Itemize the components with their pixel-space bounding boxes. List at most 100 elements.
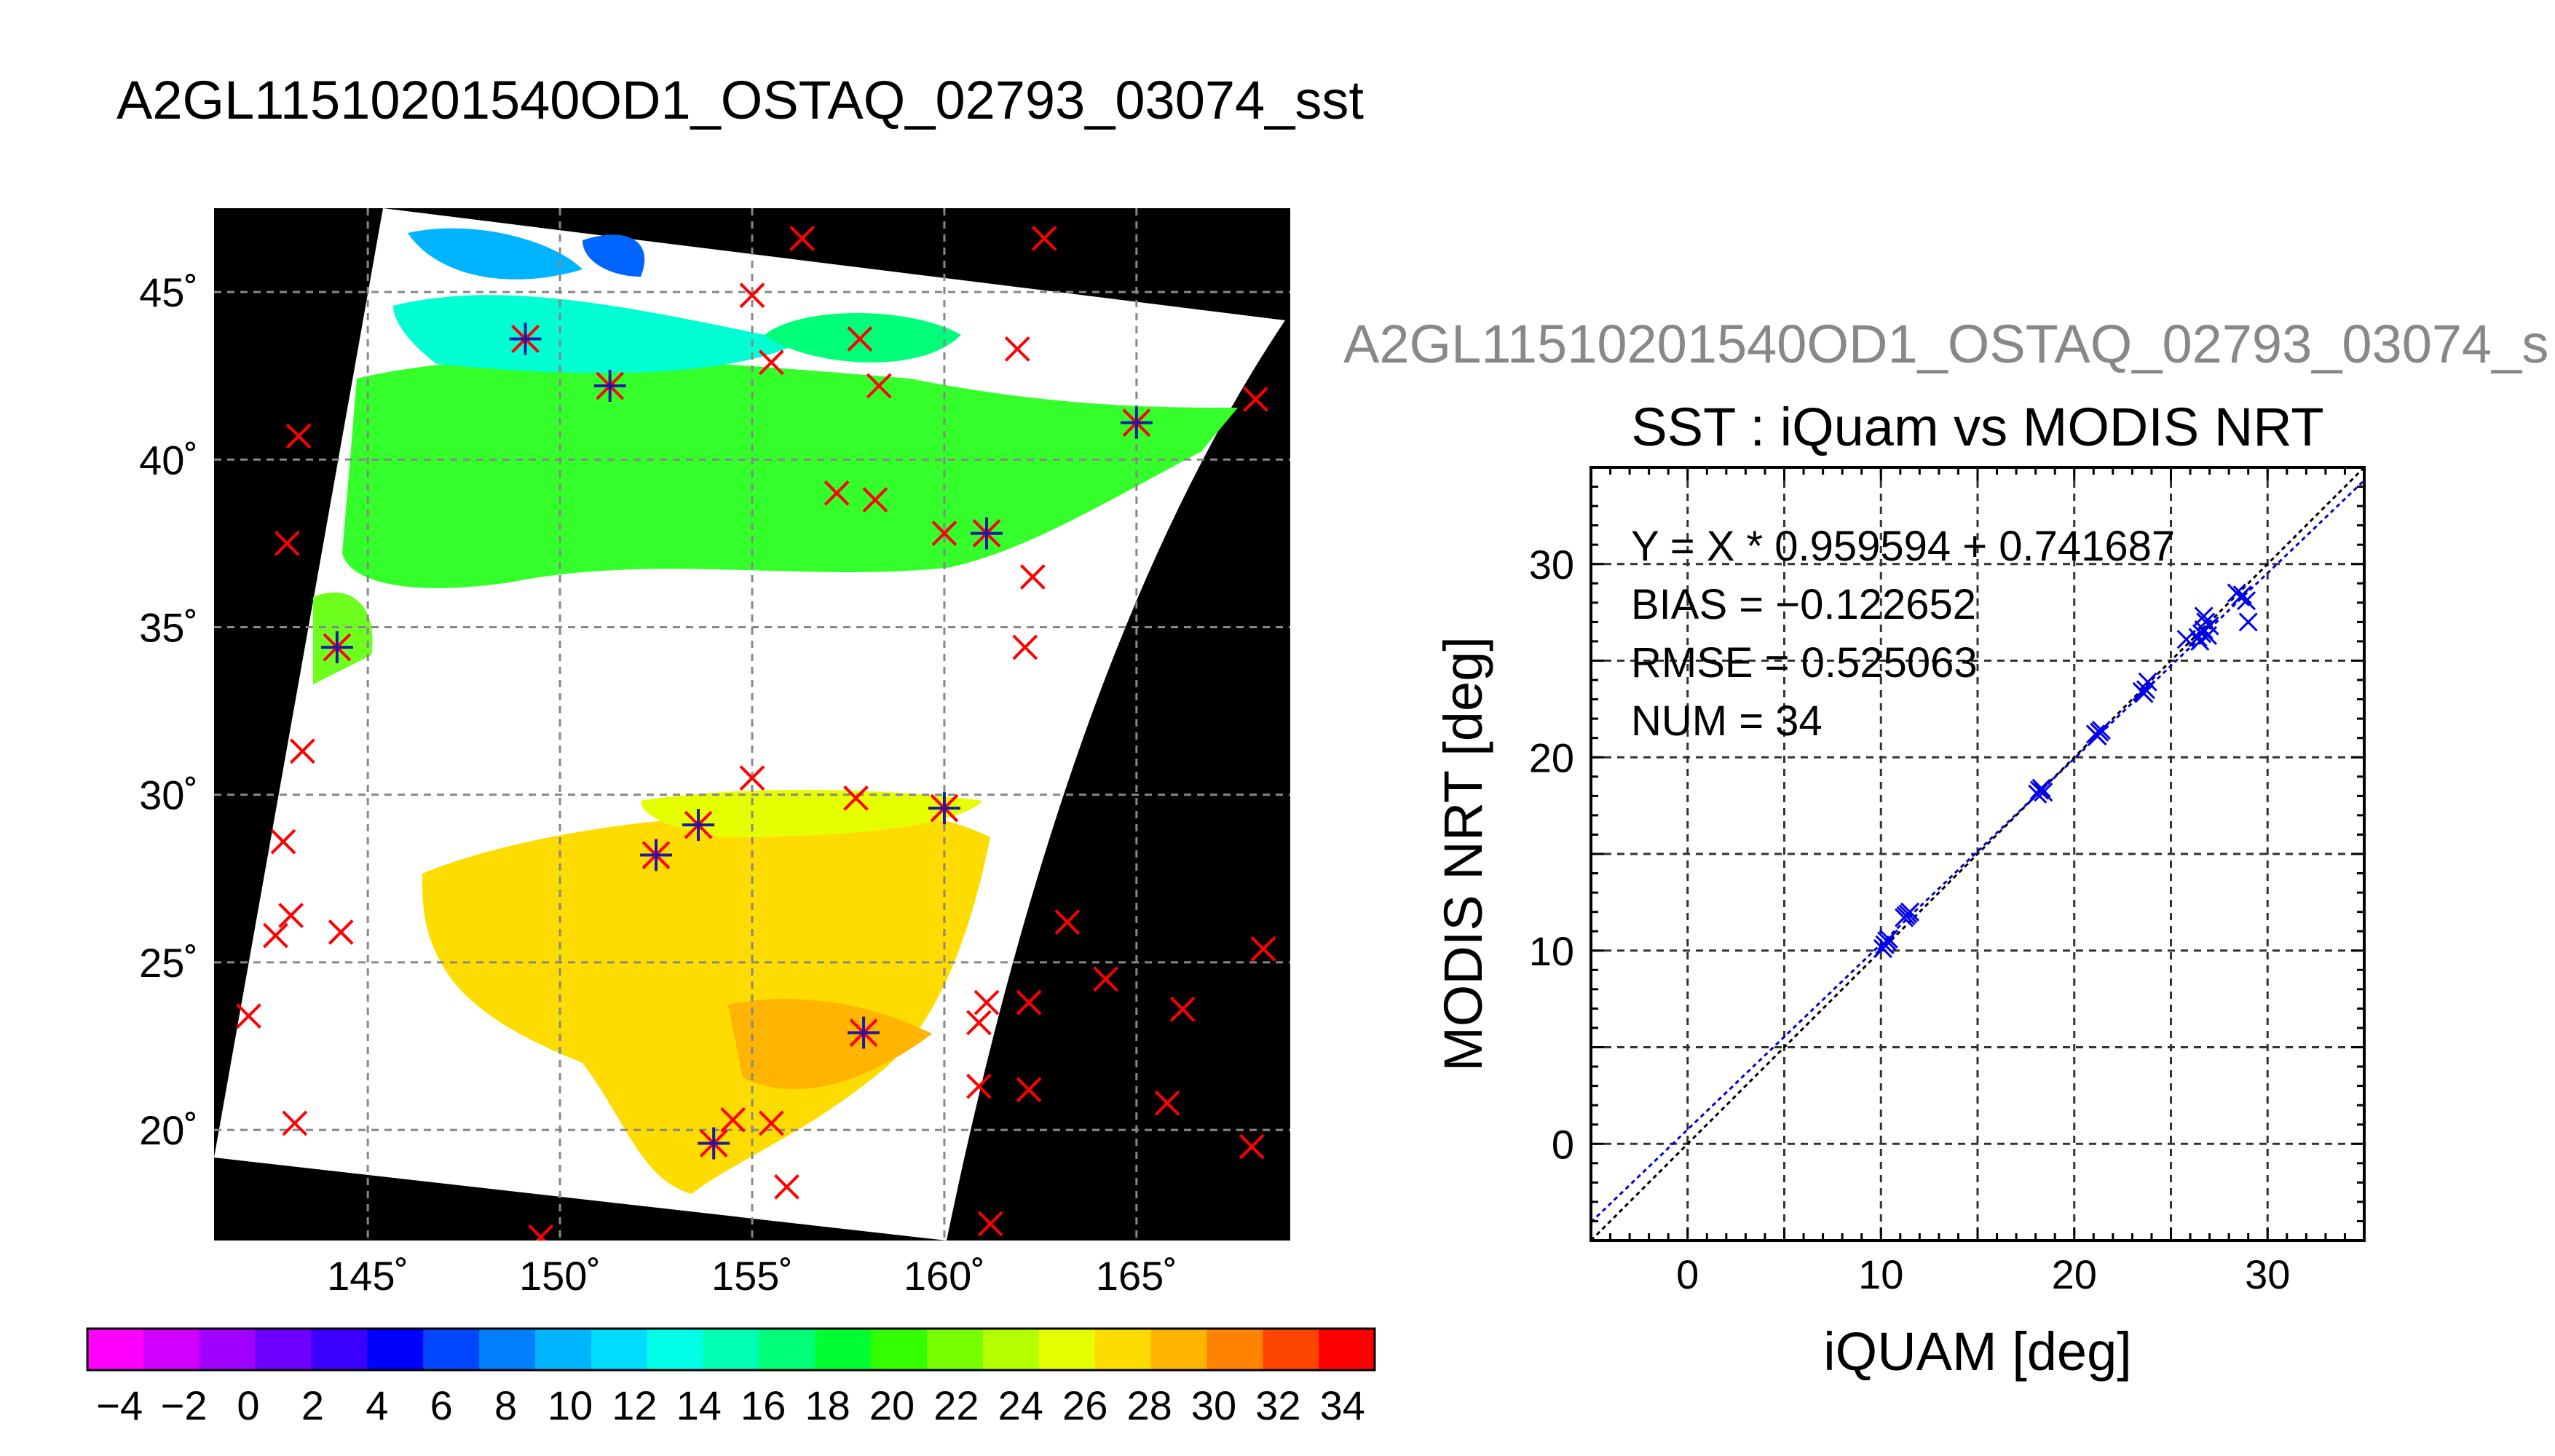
scatter-point [2232, 585, 2252, 605]
scatter-point [2088, 726, 2107, 746]
map-y-tick-label: 35˚ [139, 604, 198, 650]
map-buoy-marker [789, 226, 816, 251]
scatter-point [2138, 672, 2157, 692]
sst-blue-patch-1 [408, 228, 583, 280]
colorbar-cell [534, 1329, 592, 1370]
colorbar-cell [647, 1329, 704, 1370]
colorbar-cell [703, 1329, 759, 1370]
colorbar-cells [87, 1329, 1375, 1370]
colorbar-cell [982, 1329, 1040, 1370]
map-red-markers [236, 226, 1276, 1241]
map-buoy-marker [1169, 996, 1196, 1022]
map-buoy-marker [1054, 909, 1081, 935]
map-buoy-marker [528, 1224, 554, 1241]
map-buoy-marker [1031, 226, 1057, 251]
sst-cyan-field [393, 295, 801, 373]
map-title: A2GL11510201540OD1_OSTAQ_02793_03074_sst [117, 70, 1364, 130]
scatter-point [2188, 628, 2208, 647]
sst-patch-west [313, 592, 373, 684]
scatter-point [2196, 612, 2216, 632]
scatter-minor-ticks [1590, 466, 2366, 1242]
sst-warm-field [422, 809, 990, 1194]
colorbar-tick-label: −2 [161, 1382, 208, 1428]
map-matchup-star [928, 792, 960, 825]
colorbar-cell [311, 1329, 368, 1370]
map-buoy-marker [739, 765, 765, 791]
regression-line [1591, 479, 2364, 1224]
sst-map-panel: 145˚ 150˚ 155˚ 160˚ 165˚ 20˚ 25˚ 30˚ 35˚ 40˚ 45˚ [139, 208, 1290, 1299]
sst-yellow-green-band [641, 790, 983, 837]
map-buoy-marker [270, 828, 296, 855]
sst-mid-latitude-field [342, 358, 1238, 588]
map-buoy-marker [1250, 936, 1276, 962]
map-y-tick-label: 40˚ [139, 437, 198, 483]
map-gridlines [214, 208, 1290, 1241]
scatter-point [1875, 935, 1895, 954]
scatter-x-tick-label: 30 [2245, 1251, 2290, 1297]
colorbar-frame [86, 1327, 1376, 1372]
map-buoy-marker [1016, 989, 1042, 1016]
colorbar-tick-label: 4 [366, 1382, 388, 1428]
colorbar-tick-label: 10 [548, 1382, 593, 1428]
scatter-point [2194, 620, 2214, 640]
scatter-panel: SST : iQuam vs MODIS NRT 0 10 20 30 0 10 20 30… [1433, 397, 2366, 1382]
scatter-y-tick-labels: 0 10 20 30 [1529, 542, 1574, 1168]
map-buoy-marker [739, 282, 765, 309]
scatter-point [2190, 631, 2210, 652]
colorbar-tick-label: 24 [998, 1382, 1043, 1428]
map-matchup-star [970, 517, 1003, 550]
scatter-x-axis-label: iQUAM [deg] [1823, 1321, 2132, 1382]
scatter-x-tick-labels: 0 10 20 30 [1676, 1251, 2290, 1297]
scatter-y-tick-label: 20 [1529, 735, 1574, 780]
colorbar-tick-label: 34 [1320, 1382, 1365, 1428]
colorbar-cell [1150, 1329, 1207, 1370]
colorbar-tick-label: 26 [1062, 1382, 1107, 1428]
map-buoy-marker [1019, 564, 1046, 590]
map-buoy-marker [1243, 387, 1268, 412]
map-buoy-marker [966, 1073, 992, 1099]
colorbar-tick-label: 2 [301, 1382, 324, 1428]
scatter-filename-title: A2GL11510201540OD1_OSTAQ_02793_03074_s [1343, 314, 2549, 374]
scatter-point [2028, 784, 2047, 804]
colorbar-tick-labels: −4 −2 0 2 4 6 8 10 12 14 16 18 20 22 24 26 28 30 32 34 [96, 1382, 1365, 1428]
scatter-point [2132, 681, 2152, 702]
scatter-point [2236, 591, 2256, 611]
scatter-x-tick-label: 0 [1676, 1251, 1699, 1297]
map-buoy-marker [278, 903, 304, 928]
scatter-title: SST : iQuam vs MODIS NRT [1631, 397, 2323, 457]
scatter-x-tick-label: 10 [1858, 1251, 1903, 1297]
colorbar-cell [255, 1329, 312, 1370]
colorbar-tick-label: 18 [805, 1382, 850, 1428]
colorbar-tick-label: 14 [676, 1382, 722, 1428]
map-y-tick-label: 30˚ [139, 772, 198, 818]
map-buoy-marker [282, 1110, 308, 1136]
map-y-tick-label: 45˚ [139, 269, 198, 315]
map-buoy-marker [289, 738, 315, 764]
map-buoy-marker [720, 1107, 746, 1133]
colorbar-cell [143, 1329, 200, 1370]
scatter-point [2194, 606, 2214, 626]
map-buoy-marker [758, 1110, 784, 1136]
colorbar-tick-label: 12 [612, 1382, 657, 1428]
colorbar-cell [1094, 1329, 1152, 1370]
map-y-tick-label: 20˚ [139, 1107, 198, 1153]
colorbar-tick-label: 22 [933, 1382, 979, 1428]
sst-blue-patch-2 [583, 234, 645, 277]
map-x-tick-label: 165˚ [1096, 1253, 1177, 1299]
colorbar-cell [815, 1329, 872, 1370]
colorbar-cell [87, 1329, 144, 1370]
map-buoy-marker [236, 1003, 261, 1029]
colorbar-cell [1207, 1329, 1263, 1370]
map-buoy-marker [758, 349, 784, 376]
map-x-tick-label: 155˚ [711, 1253, 793, 1299]
map-matchup-star [1120, 406, 1153, 439]
scatter-point [2031, 778, 2051, 798]
map-buoy-marker [328, 919, 354, 945]
colorbar-cell [199, 1329, 256, 1370]
map-buoy-marker [866, 373, 892, 399]
map-matchup-star [509, 323, 542, 355]
colorbar-tick-label: 28 [1126, 1382, 1172, 1428]
colorbar-cell [423, 1329, 480, 1370]
colorbar-tick-label: 30 [1191, 1382, 1236, 1428]
scatter-point [2090, 722, 2109, 742]
